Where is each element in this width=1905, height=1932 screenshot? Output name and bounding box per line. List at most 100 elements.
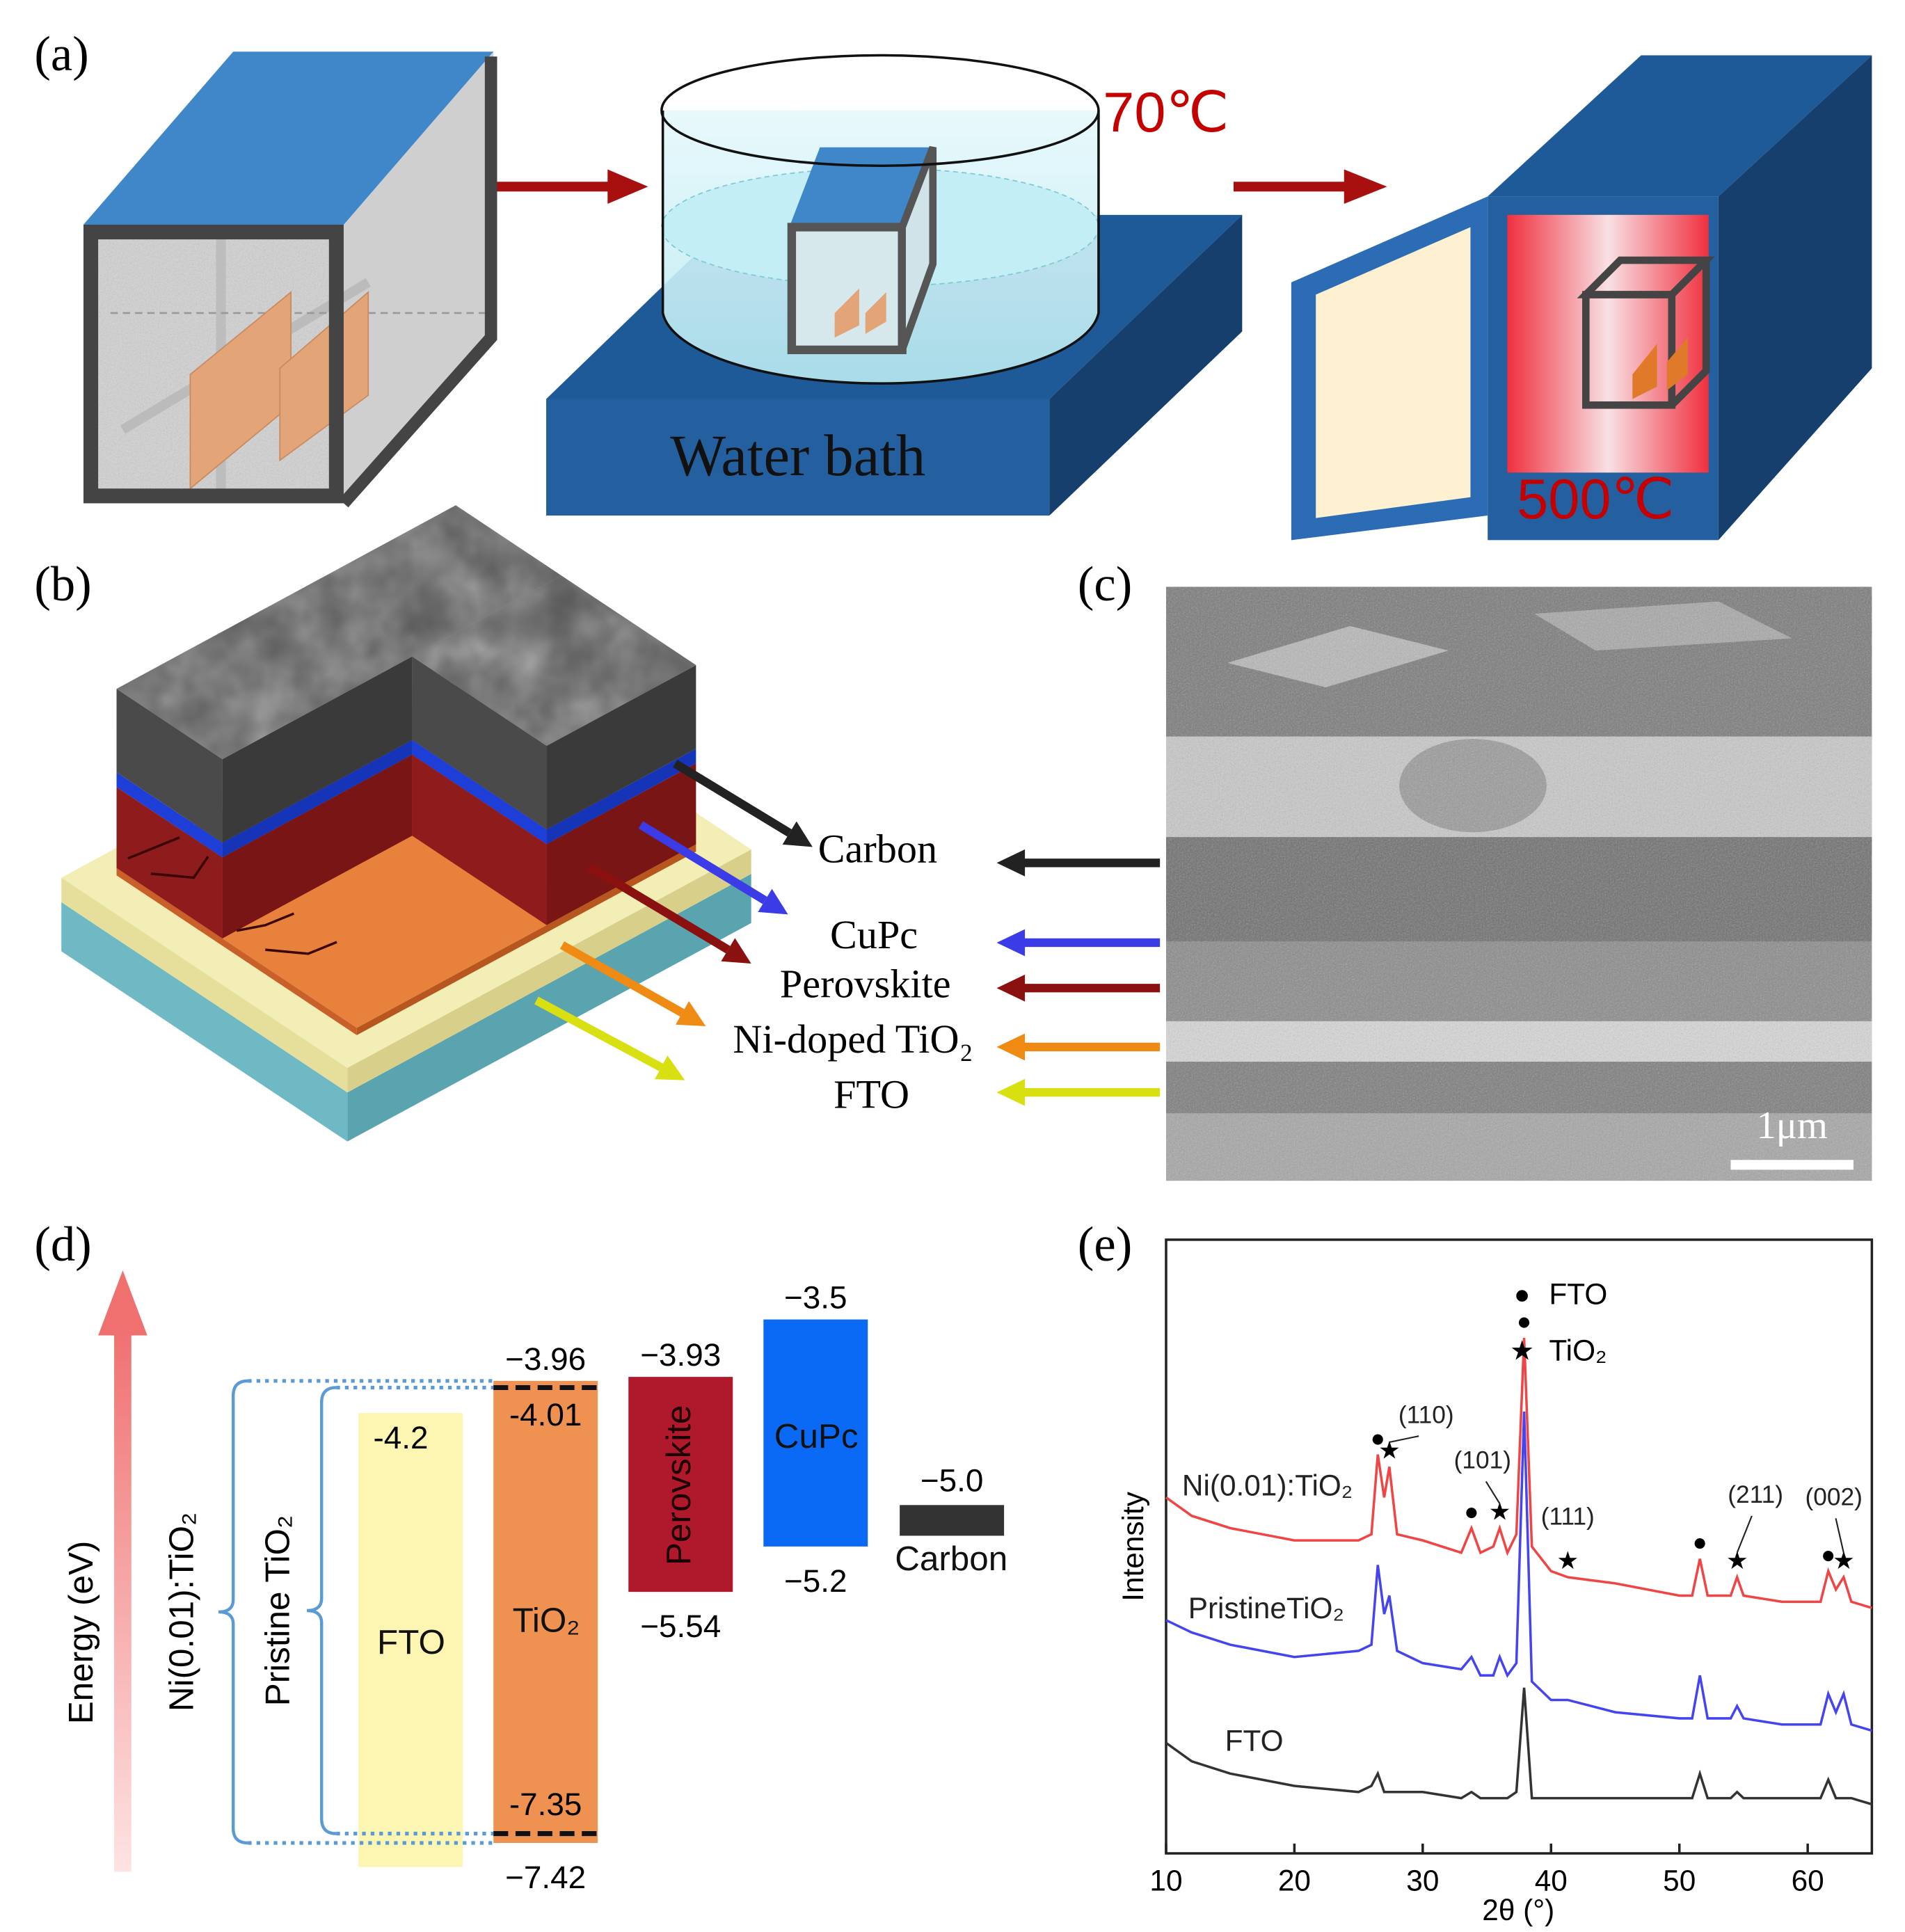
- panel-label: (b): [34, 557, 91, 612]
- panel-label: (a): [34, 27, 88, 81]
- axis-label: Energy (eV): [62, 1541, 100, 1724]
- level-label: −5.0: [920, 1462, 984, 1499]
- peak-marker: ●: [1821, 1541, 1835, 1568]
- level-label: -4.2: [373, 1419, 428, 1455]
- peak-label: (110): [1398, 1401, 1454, 1428]
- layer-face: [61, 902, 348, 1142]
- energy-diagram: -4.2 FTO −3.96 −7.42 -4.01 -7.35 TiO₂ −3.93 −5.5…: [163, 1279, 1008, 1895]
- series-line: [1165, 1687, 1872, 1806]
- layer-face: [116, 787, 223, 939]
- peak-marker: ●: [1371, 1425, 1385, 1452]
- peak-label: (101): [1454, 1447, 1511, 1474]
- layer-arrow-head: [676, 1000, 706, 1026]
- peak-marker: ●: [1517, 1308, 1531, 1335]
- temperature-label: 70℃: [1103, 81, 1229, 144]
- level-label: −7.42: [505, 1859, 586, 1895]
- x-tick-label: 20: [1278, 1865, 1311, 1897]
- layer-face: [546, 763, 696, 925]
- x-axis-label: 2θ (°): [1482, 1894, 1554, 1926]
- layer-arrow: [587, 863, 731, 954]
- x-tick-label: 50: [1663, 1865, 1696, 1897]
- peak-label: (111): [1541, 1503, 1595, 1531]
- water-bath: [546, 54, 1243, 516]
- band-name: FTO: [377, 1623, 445, 1661]
- legend-symbol: ●: [1514, 1279, 1530, 1309]
- level-label: -7.35: [509, 1786, 582, 1822]
- x-tick-label: 60: [1792, 1865, 1824, 1897]
- peak-leader: [1835, 1518, 1844, 1554]
- layer-label: FTO: [834, 1071, 909, 1117]
- brace-label: Ni(0.01):TiO₂: [163, 1512, 201, 1711]
- series-label: Ni(0.01):TiO₂: [1182, 1469, 1353, 1501]
- energy-arrow: [98, 1270, 148, 1872]
- peak-leader: [1485, 1480, 1501, 1504]
- layer-face: [222, 656, 413, 843]
- level-label: −3.96: [505, 1341, 586, 1377]
- layer-face: [116, 689, 223, 843]
- autoclave: [83, 51, 497, 508]
- process-arrow: [497, 169, 1387, 204]
- layer-face: [412, 754, 547, 925]
- energy-band: [628, 1377, 733, 1592]
- layer-label: CuPc: [830, 912, 918, 957]
- band-name: CuPc: [774, 1417, 859, 1455]
- layer-face: [61, 877, 348, 1093]
- peak-marker: ★: [1556, 1547, 1579, 1574]
- legend-symbol: ★: [1510, 1336, 1534, 1366]
- level-label: −3.93: [640, 1336, 721, 1373]
- plot-frame: [1165, 1238, 1874, 1855]
- brace: [306, 1386, 337, 1835]
- layer-face: [222, 754, 413, 939]
- layer-arrow-head: [782, 821, 813, 847]
- crack: [150, 856, 209, 879]
- peak-leader: [1389, 1435, 1419, 1444]
- layer-arrow: [638, 821, 767, 904]
- energy-band: [763, 1319, 868, 1547]
- layer-label: Perovskite: [780, 961, 951, 1007]
- layer-labels: Carbon CuPc Perovskite Ni-doped TiO₂ FTO: [733, 827, 973, 1117]
- series-label: PristineTiO₂: [1188, 1592, 1344, 1624]
- layer-face: [412, 656, 547, 830]
- energy-level: [900, 1505, 1005, 1536]
- series-label: FTO: [1225, 1724, 1284, 1757]
- level-label: −5.54: [640, 1608, 721, 1644]
- peak-leader: [1736, 1515, 1753, 1554]
- level-label: −3.5: [784, 1279, 847, 1315]
- layer-face: [412, 740, 547, 845]
- crack: [236, 912, 295, 932]
- crack: [265, 941, 337, 955]
- layer-face: [116, 772, 223, 858]
- layer-face: [116, 868, 357, 1035]
- layer-arrow: [559, 941, 685, 1017]
- brace-label: Pristine TiO₂: [258, 1515, 296, 1706]
- furnace: [1291, 55, 1872, 541]
- legend-label: TiO₂: [1549, 1334, 1607, 1366]
- series-line: [1165, 1411, 1872, 1732]
- layer-face: [116, 505, 562, 760]
- layer-label: Ni-doped TiO₂: [733, 1016, 973, 1062]
- peak-marker: ●: [1464, 1499, 1478, 1526]
- layer-face: [546, 748, 696, 845]
- layer-pointer: [996, 849, 1161, 1106]
- layer-label: Carbon: [818, 827, 937, 872]
- temperature-label: 500℃: [1517, 468, 1675, 531]
- x-tick-label: 30: [1406, 1865, 1439, 1897]
- legend-label: FTO: [1549, 1277, 1607, 1310]
- layer-arrow-head: [721, 938, 751, 964]
- peak-marker: ●: [1693, 1529, 1707, 1556]
- x-tick-label: 10: [1149, 1865, 1182, 1897]
- level-label: -4.01: [509, 1396, 582, 1432]
- layer-face: [222, 740, 413, 858]
- layer-face: [412, 575, 696, 747]
- level-label: −5.2: [784, 1563, 847, 1599]
- layer-arrow-head: [758, 888, 788, 915]
- layer-face: [546, 664, 696, 830]
- device-stack: [61, 505, 813, 1142]
- band-name: Perovskite: [660, 1405, 698, 1565]
- energy-band: [358, 1412, 463, 1867]
- scale-bar-label: 1μm: [1757, 1104, 1828, 1147]
- layer-face: [347, 849, 751, 1093]
